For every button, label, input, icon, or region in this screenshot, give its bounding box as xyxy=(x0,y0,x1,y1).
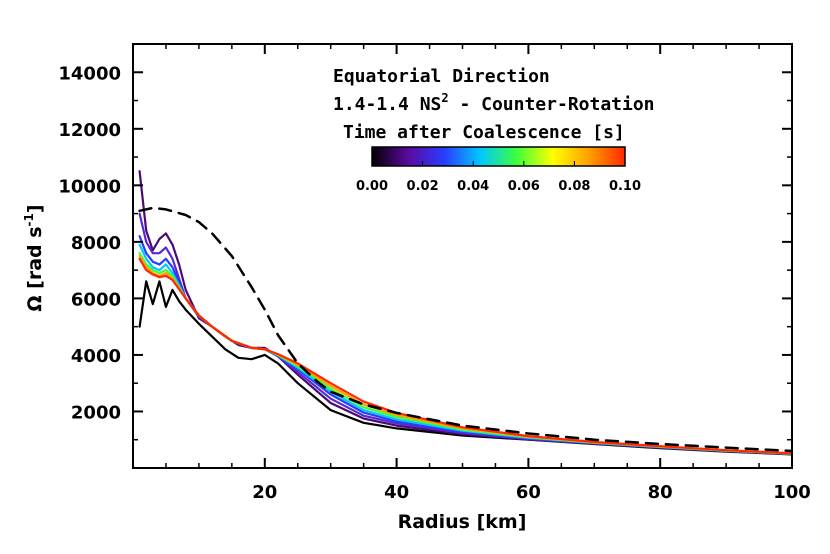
y-tick-label: 2000 xyxy=(71,402,121,423)
title-superscript: 2 xyxy=(441,91,448,105)
x-tick-label: 40 xyxy=(384,482,409,503)
title-line-2-tail: - Counter-Rotation xyxy=(449,94,655,115)
series-line-6 xyxy=(138,254,792,455)
y-axis-title-end: ] xyxy=(24,204,46,213)
x-tick-label: 20 xyxy=(252,482,277,503)
series-line-4 xyxy=(138,243,792,455)
series-line-5 xyxy=(138,252,792,455)
x-axis-title: Radius [km] xyxy=(398,511,527,533)
series-line-2 xyxy=(138,212,792,456)
colorbar-tick-label: 0.02 xyxy=(407,179,439,194)
series-line-dashed xyxy=(138,206,792,453)
axis-layer: 20 40 60 80 100 2000 4000 6000 8000 10000 12000 140… xyxy=(58,44,811,503)
colorbar-tick-label: 0.10 xyxy=(609,179,641,194)
title-line-2-main: 1.4-1.4 NS xyxy=(333,94,441,115)
colorbar-ticks: 0.00 0.02 0.04 0.06 0.08 0.10 xyxy=(356,161,641,194)
colorbar-tick-label: 0.08 xyxy=(558,179,590,194)
y-axis-title-main: Ω [rad s xyxy=(24,226,46,311)
y-tick-label: 12000 xyxy=(58,120,121,141)
colorbar xyxy=(371,146,626,167)
series-line-1 xyxy=(138,170,792,456)
title-line-1: Equatorial Direction xyxy=(333,66,550,87)
y-tick-label: 10000 xyxy=(58,176,121,197)
y-axis-title: Ω [rad s-1] xyxy=(22,204,46,311)
colorbar-tick-label: 0.06 xyxy=(508,179,540,194)
y-tick-label: 4000 xyxy=(71,346,121,367)
series-layer xyxy=(138,170,792,456)
x-tick-label: 80 xyxy=(648,482,673,503)
colorbar-tick-label: 0.00 xyxy=(356,179,388,194)
x-tick-label: 100 xyxy=(773,482,811,503)
x-tick-label: 60 xyxy=(516,482,541,503)
colorbar-tick-label: 0.04 xyxy=(457,179,489,194)
title-line-2: 1.4-1.4 NS2 - Counter-Rotation xyxy=(333,91,655,115)
y-axis-title-sup: -1 xyxy=(22,213,36,226)
y-tick-label: 14000 xyxy=(58,63,121,84)
y-tick-label: 6000 xyxy=(71,289,121,310)
y-tick-label: 8000 xyxy=(71,233,121,254)
colorbar-label: Time after Coalescence [s] xyxy=(343,122,625,143)
series-line-7 xyxy=(138,257,792,455)
